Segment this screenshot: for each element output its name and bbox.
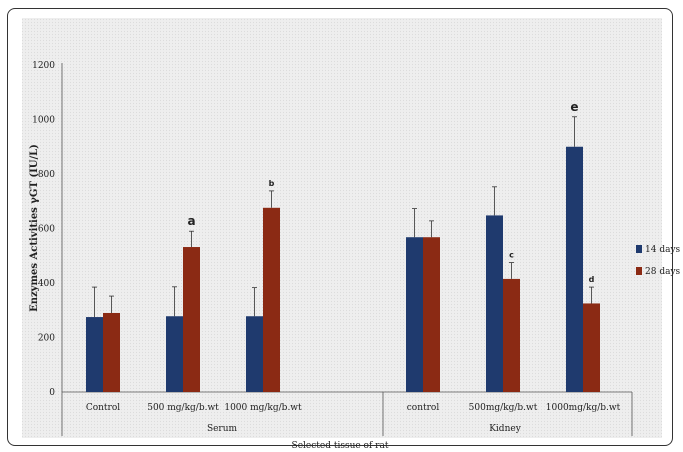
legend-label: 14 days: [645, 245, 681, 255]
significance-label: d: [589, 275, 595, 284]
bar: [583, 303, 600, 392]
y-tick-label: 400: [38, 279, 55, 289]
bar: [406, 237, 423, 392]
x-group-label: Kidney: [489, 424, 521, 434]
x-axis-label: Selected tissue of rat: [292, 441, 389, 451]
bar: [86, 317, 103, 392]
significance-label: c: [509, 251, 514, 260]
bar: [103, 312, 120, 392]
y-axis-label: Enzymes Activities γGT (IU/L): [29, 144, 40, 312]
bar: [486, 215, 503, 392]
bar: [423, 237, 440, 392]
y-tick-label: 200: [38, 334, 55, 344]
bar: [246, 316, 263, 392]
x-tick-label: 500 mg/kg/b.wt: [147, 403, 219, 413]
x-tick-label: Control: [86, 403, 120, 413]
x-tick-label: 500mg/kg/b.wt: [469, 403, 538, 413]
x-group-label: Serum: [207, 424, 238, 434]
x-tick-label: control: [407, 403, 440, 413]
significance-label: b: [269, 179, 275, 188]
y-tick-label: 800: [38, 170, 55, 180]
legend-swatch: [636, 245, 642, 253]
legend-swatch: [636, 267, 642, 275]
y-tick-label: 1200: [32, 61, 55, 71]
y-tick-label: 1000: [32, 116, 55, 126]
y-tick-label: 600: [38, 225, 55, 235]
x-tick-label: 1000 mg/kg/b.wt: [224, 403, 302, 413]
significance-label: e: [570, 100, 578, 114]
x-tick-label: 1000mg/kg/b.wt: [546, 403, 621, 413]
y-tick-label: 0: [49, 388, 55, 398]
bar: [566, 146, 583, 392]
bar: [166, 316, 183, 392]
bar: [263, 207, 280, 392]
bar: [183, 247, 200, 392]
significance-label: a: [187, 214, 195, 228]
plot-background: [22, 18, 662, 438]
legend-label: 28 days: [645, 267, 681, 277]
bar: [503, 278, 520, 392]
